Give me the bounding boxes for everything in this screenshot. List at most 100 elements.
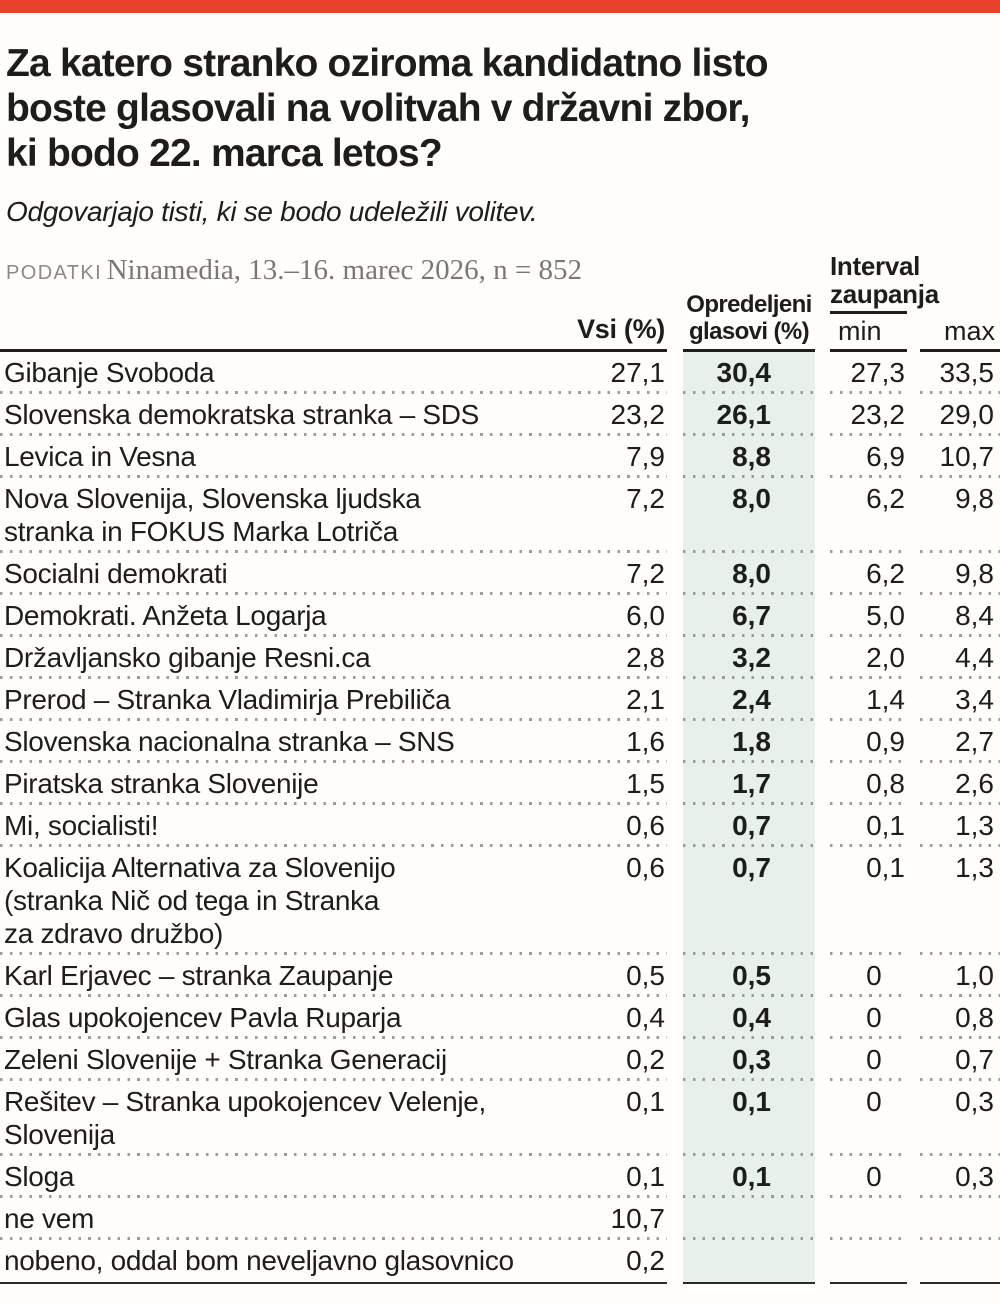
row-left-cell: Mi, socialisti! 0,6 (0, 805, 667, 847)
column-gutter (907, 679, 920, 721)
column-gutter (667, 553, 683, 595)
party-name: Glas upokojencev Pavla Ruparja (4, 1002, 402, 1033)
vsi-value: 23,2 (610, 399, 666, 430)
party-name: Mi, socialisti! (4, 810, 159, 841)
column-header-opredeljeni: Opredeljeni glasovi (%) (683, 250, 815, 352)
column-gutter (667, 679, 683, 721)
row-left-cell: Glas upokojencev Pavla Ruparja 0,4 (0, 997, 667, 1039)
max-value: 0,7 (920, 1039, 1000, 1081)
column-gutter (815, 553, 830, 595)
party-name: Sloga (4, 1161, 75, 1192)
opredeljeni-value: 0,4 (683, 997, 815, 1039)
row-left-cell: Rešitev – Stranka upokojencev Velenje, S… (0, 1081, 667, 1156)
table-row: Slovenska demokratska stranka – SDS 23,2 2… (0, 394, 1000, 436)
min-value: 6,2 (830, 478, 907, 553)
poll-table: PODATKI Ninamedia, 13.–16. marec 2026, n… (0, 250, 1000, 1284)
table-row: Sloga 0,1 0,1 0,0 0,3 (0, 1156, 1000, 1198)
min-value: 0,0 (830, 1081, 907, 1156)
row-left-cell: Levica in Vesna 7,9 (0, 436, 667, 478)
row-left-cell: nobeno, oddal bom neveljavno glasovnico 0… (0, 1240, 667, 1284)
row-left-cell: Nova Slovenija, Slovenska ljudska strank… (0, 478, 667, 553)
max-value: 0,3 (920, 1156, 1000, 1198)
column-gutter (907, 763, 920, 805)
party-name: ne vem (4, 1203, 95, 1234)
table-row: Slovenska nacionalna stranka – SNS 1,6 1,8… (0, 721, 1000, 763)
column-gutter (907, 553, 920, 595)
minmax-header-row: min max (830, 315, 1000, 352)
table-row: Levica in Vesna 7,9 8,8 6,9 10,7 (0, 436, 1000, 478)
column-header-vsi: Vsi (%) (577, 314, 665, 344)
party-name: Koalicija Alternativa za Slovenijo (stra… (4, 852, 396, 949)
column-gutter (907, 997, 920, 1039)
column-gutter (907, 1039, 920, 1081)
min-value: 1,4 (830, 679, 907, 721)
column-gutter (667, 478, 683, 553)
column-gutter (815, 637, 830, 679)
min-value: 6,9 (830, 436, 907, 478)
min-value: 0,9 (830, 721, 907, 763)
min-value: 6,2 (830, 553, 907, 595)
column-gutter (815, 805, 830, 847)
party-name: Levica in Vesna (4, 441, 196, 472)
column-gutter (815, 847, 830, 955)
opredeljeni-value: 0,7 (683, 847, 815, 955)
column-header-min: min (830, 315, 907, 352)
row-left-cell: Slovenska nacionalna stranka – SNS 1,6 (0, 721, 667, 763)
table-row: Glas upokojencev Pavla Ruparja 0,4 0,4 0,0 0… (0, 997, 1000, 1039)
column-gutter (907, 721, 920, 763)
vsi-value: 7,2 (626, 483, 665, 514)
column-gutter (667, 1039, 683, 1081)
vsi-value: 2,1 (626, 684, 665, 715)
max-value: 9,8 (920, 478, 1000, 553)
column-gutter (667, 595, 683, 637)
column-gutter (667, 955, 683, 997)
max-value: 1,0 (920, 955, 1000, 997)
column-gutter (815, 250, 830, 352)
opredeljeni-value: 3,2 (683, 637, 815, 679)
column-gutter (907, 637, 920, 679)
column-gutter (815, 595, 830, 637)
column-gutter (907, 394, 920, 436)
party-name: Demokrati. Anžeta Logarja (4, 600, 327, 631)
column-gutter (815, 1240, 830, 1284)
vsi-value: 2,8 (626, 642, 665, 673)
vsi-value: 27,1 (610, 357, 666, 388)
column-gutter (815, 1198, 830, 1240)
opredeljeni-value: 8,0 (683, 478, 815, 553)
min-value: 27,3 (830, 352, 907, 394)
max-value: 2,7 (920, 721, 1000, 763)
min-value (830, 1240, 907, 1284)
table-row: Koalicija Alternativa za Slovenijo (stra… (0, 847, 1000, 955)
row-left-cell: Državljansko gibanje Resni.ca 2,8 (0, 637, 667, 679)
min-value: 0,1 (830, 805, 907, 847)
party-name: Zeleni Slovenije + Stranka Generacij (4, 1044, 447, 1075)
min-value: 0,1 (830, 847, 907, 955)
column-gutter (907, 805, 920, 847)
min-value: 0,0 (830, 1156, 907, 1198)
vsi-value: 0,2 (626, 1044, 665, 1075)
column-gutter (815, 679, 830, 721)
party-name: Nova Slovenija, Slovenska ljudska strank… (4, 483, 421, 547)
vsi-value: 0,1 (626, 1086, 665, 1117)
max-value: 4,4 (920, 637, 1000, 679)
vsi-value: 7,2 (626, 558, 665, 589)
column-gutter (907, 1156, 920, 1198)
page-title: Za katero stranko oziroma kandidatno lis… (6, 42, 769, 175)
row-left-cell: Zeleni Slovenije + Stranka Generacij 0,2 (0, 1039, 667, 1081)
table-row: Gibanje Svoboda 27,1 30,4 27,3 33,5 (0, 352, 1000, 394)
min-value: 0,0 (830, 997, 907, 1039)
column-gutter (907, 955, 920, 997)
column-header-interval: Interval zaupanja (830, 252, 939, 314)
table-row: Prerod – Stranka Vladimirja Prebiliča 2,1… (0, 679, 1000, 721)
column-gutter (667, 394, 683, 436)
max-value: 9,8 (920, 553, 1000, 595)
party-name: Gibanje Svoboda (4, 357, 215, 388)
table-row: Piratska stranka Slovenije 1,5 1,7 0,8 2,6 (0, 763, 1000, 805)
column-gutter (907, 436, 920, 478)
column-gutter (667, 1198, 683, 1240)
opredeljeni-value: 0,7 (683, 805, 815, 847)
row-left-cell: Sloga 0,1 (0, 1156, 667, 1198)
table-row: Rešitev – Stranka upokojencev Velenje, S… (0, 1081, 1000, 1156)
vsi-value: 0,2 (626, 1245, 665, 1276)
column-gutter (667, 1156, 683, 1198)
